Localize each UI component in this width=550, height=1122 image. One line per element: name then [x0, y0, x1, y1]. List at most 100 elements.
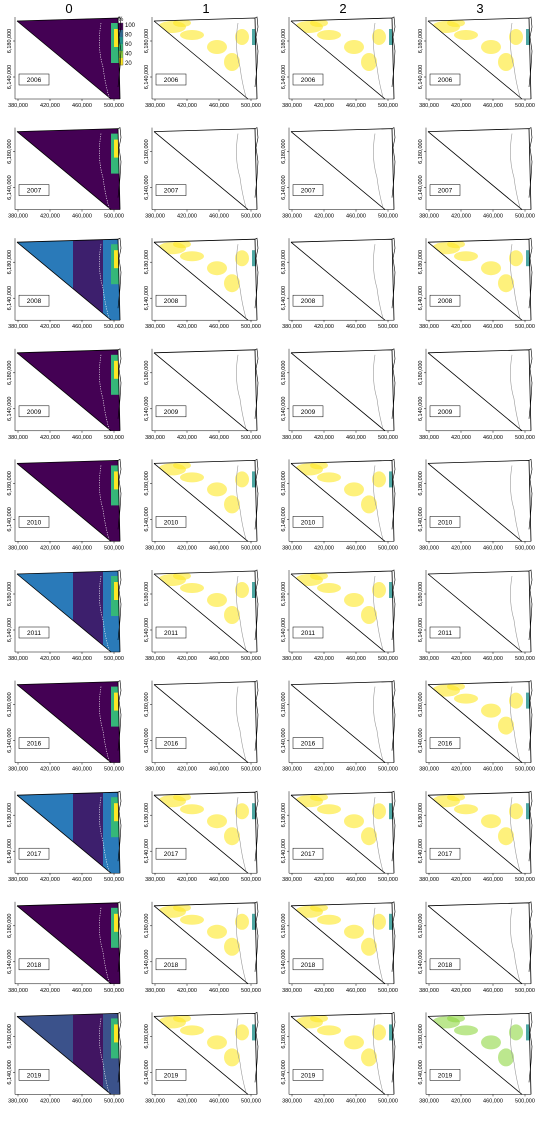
x-tick-label: 380,000 — [8, 656, 28, 662]
map-panel-2008-class-1: 380,000 420,000 460,000 500,000 6,140,000 6,1… — [144, 237, 261, 330]
map-panel-2007-class-1: 380,000 420,000 460,000 500,000 6,140,000 6,1… — [144, 127, 261, 220]
map-fill-patch — [173, 1014, 191, 1023]
map-fill-band — [73, 460, 103, 542]
map-fill-patch — [372, 913, 386, 930]
map-fill-band — [73, 902, 103, 984]
x-tick-label: 420,000 — [451, 767, 471, 773]
map-fill — [158, 572, 257, 624]
x-tick-label: 380,000 — [282, 214, 302, 220]
x-tick-label: 500,000 — [515, 324, 535, 330]
y-tick-label: 6,140,000 — [418, 618, 424, 642]
y-tick-label: 6,140,000 — [418, 1060, 424, 1084]
x-tick-label: 500,000 — [104, 103, 124, 109]
map-panel-2010-class-2: 380,000 420,000 460,000 500,000 6,140,000 6,1… — [281, 458, 398, 551]
map-edge-outline — [117, 569, 122, 641]
x-tick-label: 460,000 — [209, 103, 229, 109]
coastline — [153, 1016, 249, 1095]
map-panel-2017-class-3: 380,000 420,000 460,000 500,000 6,140,000 6,1… — [418, 790, 535, 883]
map-fill-edge-bright — [114, 582, 120, 600]
y-tick-label: 6,180,000 — [281, 582, 287, 606]
map-panel-2017-class-0: 380,000 420,000 460,000 500,000 6,140,000 6,1… — [7, 790, 124, 883]
map-panel-2007-class-2: 380,000 420,000 460,000 500,000 6,140,000 6,1… — [281, 127, 398, 220]
x-tick-label: 460,000 — [72, 988, 92, 994]
y-tick-label: 6,180,000 — [144, 361, 150, 385]
x-tick-label: 380,000 — [419, 767, 439, 773]
legend-unit: % — [118, 17, 124, 23]
x-tick-label: 380,000 — [282, 103, 302, 109]
map-fill-patch — [372, 803, 386, 820]
map-edge-outline — [528, 680, 533, 751]
x-tick-label: 420,000 — [177, 877, 197, 883]
map-fill-edge — [252, 582, 257, 598]
legend-swatch — [117, 58, 123, 66]
y-tick-label: 6,180,000 — [144, 1024, 150, 1048]
coastline — [153, 241, 249, 321]
map-fill-patch — [481, 261, 501, 276]
year-label: 2006 — [164, 77, 179, 84]
map-edge-outline — [528, 237, 533, 309]
map-boundary — [153, 349, 258, 431]
x-tick-label: 460,000 — [483, 103, 503, 109]
year-label: 2017 — [164, 851, 179, 858]
map-fill-patch — [235, 250, 249, 267]
x-tick-label: 460,000 — [72, 545, 92, 551]
map-fill-patch — [310, 1014, 328, 1023]
map-fill-edge — [252, 803, 257, 820]
y-tick-label: 6,180,000 — [281, 29, 287, 53]
coastline — [153, 131, 249, 210]
map-edge-outline — [117, 680, 122, 751]
coastline — [16, 573, 112, 653]
map-fill-edge — [389, 29, 394, 45]
y-tick-label: 6,140,000 — [7, 1060, 13, 1084]
year-label: 2011 — [301, 630, 315, 637]
x-tick-label: 420,000 — [40, 988, 60, 994]
inner-contour — [373, 1018, 384, 1093]
y-tick-label: 6,140,000 — [281, 728, 287, 752]
x-tick-label: 420,000 — [314, 877, 334, 883]
map-edge-outline — [391, 127, 396, 198]
year-label-box — [429, 516, 461, 528]
map-fill-patch — [224, 53, 240, 71]
x-tick-label: 420,000 — [314, 103, 334, 109]
y-tick-label: 6,140,000 — [418, 286, 424, 310]
map-fill — [295, 572, 394, 624]
inner-contour — [236, 133, 247, 208]
coastline — [16, 241, 112, 321]
coastline — [290, 573, 386, 653]
x-tick-label: 380,000 — [8, 545, 28, 551]
map-fill-patch — [180, 583, 204, 593]
y-tick-label: 6,180,000 — [281, 692, 287, 716]
year-label: 2019 — [301, 1072, 316, 1079]
map-fill-patch — [180, 251, 204, 262]
map-fill-patch — [454, 804, 478, 815]
year-label-box — [18, 737, 50, 749]
map-fill-patch — [447, 682, 465, 691]
coastline — [427, 684, 523, 763]
inner-contour — [373, 907, 384, 982]
coastline — [427, 352, 523, 432]
map-fill — [158, 19, 257, 71]
map-fill — [158, 793, 257, 846]
y-tick-label: 6,180,000 — [418, 914, 424, 938]
y-tick-label: 6,180,000 — [281, 803, 287, 827]
map-fill-edge-bright — [114, 913, 120, 932]
legend-tick-label: 40 — [125, 52, 132, 58]
y-tick-label: 6,140,000 — [144, 286, 150, 310]
x-tick-label: 500,000 — [515, 656, 535, 662]
map-fill-patch — [498, 716, 514, 735]
map-panel-2009-class-3: 380,000 420,000 460,000 500,000 6,140,000 6,1… — [418, 348, 535, 441]
year-label: 2011 — [164, 630, 178, 637]
year-label: 2017 — [301, 851, 316, 858]
year-label: 2008 — [27, 298, 42, 305]
x-tick-label: 380,000 — [282, 545, 302, 551]
map-panel-2018-class-0: 380,000 420,000 460,000 500,000 6,140,000 6,1… — [7, 901, 124, 994]
year-label-box — [292, 847, 324, 860]
x-tick-label: 460,000 — [209, 214, 229, 220]
inner-contour — [510, 465, 521, 540]
map-edge-outline — [391, 680, 396, 751]
map-fill — [295, 793, 394, 846]
y-tick-label: 6,180,000 — [281, 914, 287, 938]
x-tick-label: 500,000 — [241, 988, 261, 994]
map-panel-2011-class-0: 380,000 420,000 460,000 500,000 6,140,000 6,1… — [7, 569, 124, 662]
